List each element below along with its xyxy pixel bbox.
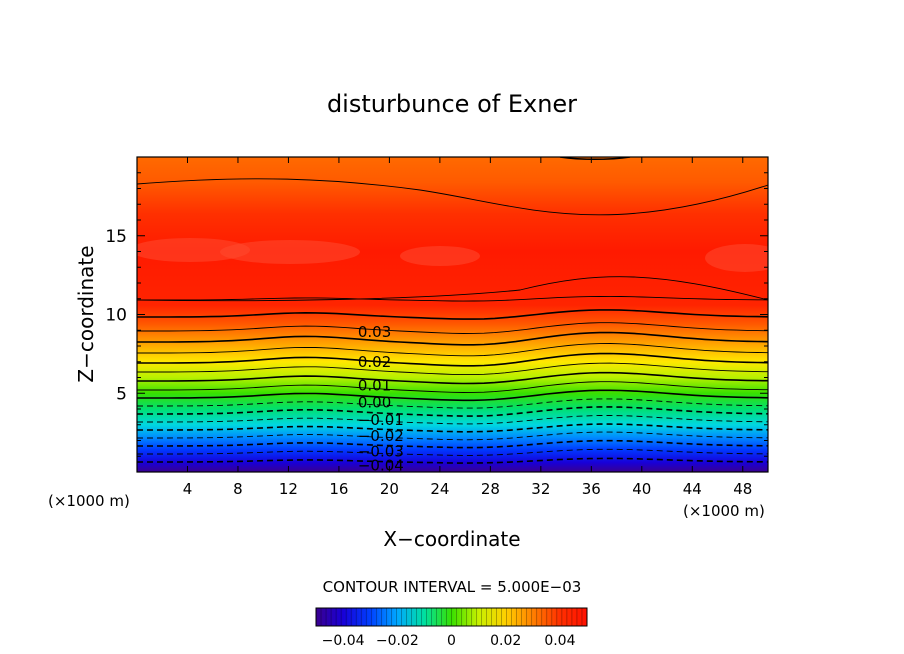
colorbar-tick-label: −0.04 — [322, 633, 365, 649]
x-tick-label: 8 — [233, 480, 243, 498]
x-tick-label: 16 — [329, 480, 348, 498]
x-axis-label: X−coordinate — [383, 527, 520, 551]
x-tick-label: 44 — [683, 480, 702, 498]
x-tick-label: 24 — [430, 480, 449, 498]
contour-interval-label: CONTOUR INTERVAL = 5.000E−03 — [323, 578, 582, 596]
contour-label: −0.01 — [358, 411, 404, 429]
contour-label: 0.00 — [358, 394, 391, 412]
contour-label: −0.03 — [358, 443, 404, 461]
contour-label: 0.03 — [358, 323, 391, 341]
x-units-right: (×1000 m) — [683, 502, 765, 520]
x-tick-label: 12 — [279, 480, 298, 498]
x-tick-label: 40 — [632, 480, 651, 498]
contour-label: −0.02 — [358, 427, 404, 445]
contour-label: 0.02 — [358, 353, 391, 371]
y-tick-label: 10 — [105, 306, 127, 326]
x-tick-label: 20 — [380, 480, 399, 498]
y-axis-label: Z−coordinate — [74, 245, 98, 382]
x-tick-label: 32 — [531, 480, 550, 498]
plot-area — [137, 157, 768, 472]
contour-label: −0.04 — [358, 457, 404, 475]
colorbar-tick-label: 0.02 — [490, 633, 521, 649]
x-tick-label: 48 — [733, 480, 752, 498]
contour-label: 0.01 — [358, 376, 391, 394]
x-tick-label: 36 — [582, 480, 601, 498]
y-tick-label: 15 — [105, 227, 127, 247]
x-tick-label: 4 — [183, 480, 193, 498]
chart-title: disturbunce of Exner — [327, 90, 577, 118]
colorbar-tick-label: 0.04 — [544, 633, 575, 649]
y-tick-label: 5 — [116, 384, 127, 404]
colorbar-tick-label: 0 — [447, 633, 456, 649]
x-units-left: (×1000 m) — [48, 492, 130, 510]
colorbar-tick-label: −0.02 — [376, 633, 419, 649]
x-tick-label: 28 — [481, 480, 500, 498]
colorbar — [315, 607, 588, 627]
